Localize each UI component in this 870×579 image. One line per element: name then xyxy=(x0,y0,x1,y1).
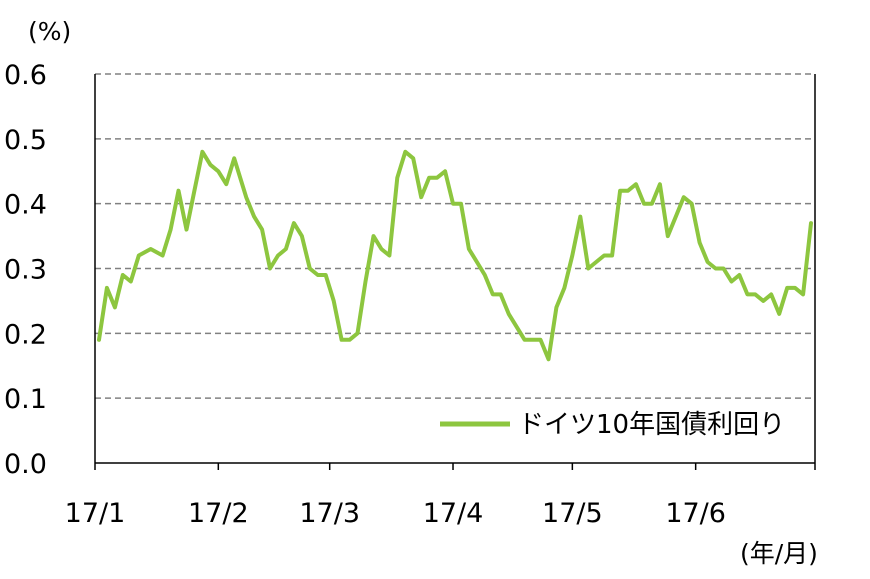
y-tick-label: 0.6 xyxy=(4,60,47,91)
x-tick-label: 17/6 xyxy=(665,498,726,529)
y-tick-label: 0.2 xyxy=(4,319,47,350)
series-line xyxy=(97,149,813,362)
y-axis-ticks: 0.0 0.1 0.2 0.3 0.4 0.5 0.6 xyxy=(4,60,47,480)
y-tick-label: 0.0 xyxy=(4,449,47,480)
x-axis-ticks: 17/1 17/2 17/3 17/4 17/5 17/6 xyxy=(65,498,726,529)
series-group xyxy=(97,149,813,362)
y-axis-unit: (%) xyxy=(28,17,71,46)
gridlines xyxy=(95,73,815,399)
x-tick-label: 17/1 xyxy=(65,498,126,529)
y-tick-label: 0.3 xyxy=(4,255,47,286)
x-tick-label: 17/5 xyxy=(542,498,603,529)
x-tick-label: 17/2 xyxy=(188,498,249,529)
y-tick-label: 0.1 xyxy=(4,384,47,415)
x-axis-unit: (年/月) xyxy=(740,539,818,568)
y-tick-label: 0.5 xyxy=(4,125,47,156)
y-tick-label: 0.4 xyxy=(4,190,47,221)
x-tick-label: 17/3 xyxy=(299,498,360,529)
x-tick-label: 17/4 xyxy=(423,498,484,529)
legend-label: ドイツ10年国債利回り xyxy=(518,410,785,440)
legend: ドイツ10年国債利回り xyxy=(440,410,785,440)
axes xyxy=(94,74,816,470)
